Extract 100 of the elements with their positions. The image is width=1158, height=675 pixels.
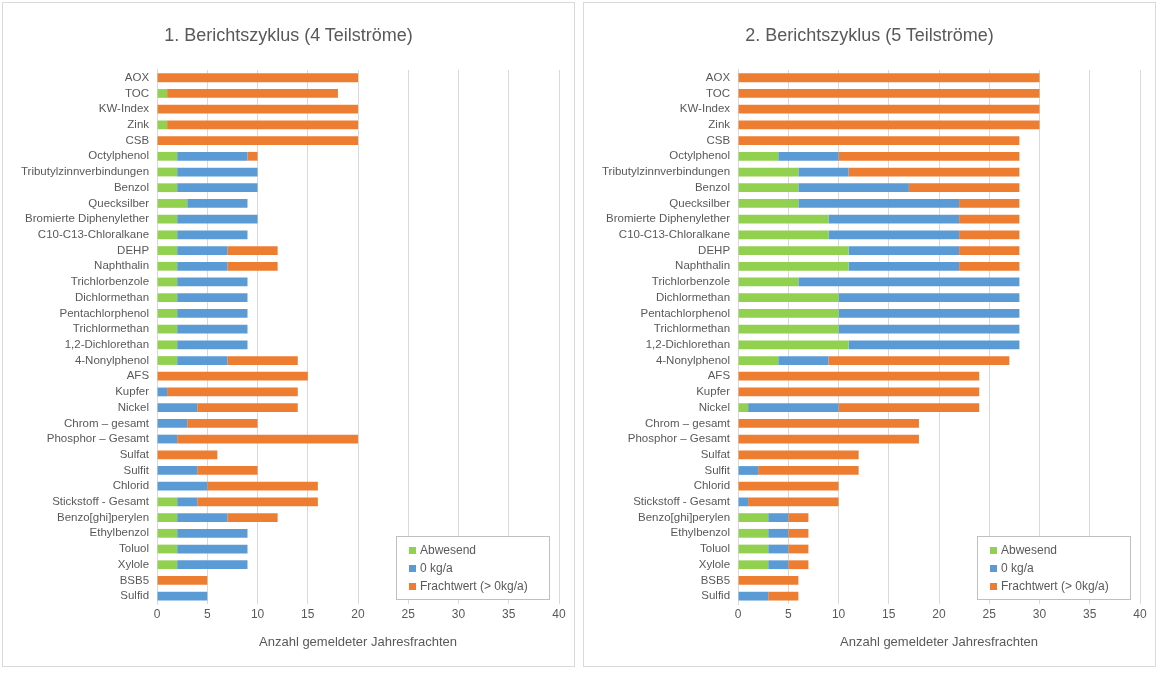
x-tick-label: 5 [203, 606, 211, 621]
x-tick-label: 30 [1032, 606, 1047, 621]
bar [157, 576, 208, 585]
y-tick-label: Sulfit [704, 463, 731, 476]
y-tick-label: BSB5 [119, 573, 150, 586]
bar [738, 560, 769, 570]
bar [197, 466, 258, 475]
bar [177, 151, 248, 161]
bar [177, 497, 198, 507]
y-tick-label: 1,2-Dichlorethan [645, 337, 731, 350]
bar [848, 246, 960, 255]
y-tick-label: Kupfer [696, 385, 731, 398]
bar [798, 277, 1020, 287]
y-tick-label: Zink [127, 118, 150, 131]
bar [177, 309, 248, 318]
y-tick-label: Kupfer [115, 385, 150, 398]
bar [738, 576, 799, 585]
bar [828, 230, 960, 240]
bar [798, 183, 909, 193]
y-tick-label: KW-Index [98, 102, 150, 115]
bar [838, 293, 1020, 303]
bar [738, 591, 769, 601]
y-tick-label: Trichlorbenzole [651, 275, 731, 288]
y-tick-label: Sulfit [123, 463, 150, 476]
bar [738, 277, 799, 287]
y-tick-label: Sulfid [120, 589, 150, 602]
x-axis-title: Anzahl gemeldeter Jahresfrachten [840, 633, 1039, 649]
y-tick-label: Toluol [119, 542, 150, 555]
x-tick-label: 40 [552, 606, 566, 621]
bar [788, 513, 809, 522]
bar [738, 214, 829, 224]
bar [738, 309, 839, 318]
y-tick-label: DEHP [698, 243, 731, 256]
y-tick-label: BSB5 [700, 573, 731, 586]
bar [197, 403, 298, 413]
x-tick-label: 35 [1083, 606, 1097, 621]
legend-label: 0 kg/a [420, 561, 453, 575]
bar [908, 183, 1020, 193]
bar [177, 560, 248, 570]
y-tick-label: TOC [705, 86, 731, 99]
x-tick-label: 5 [784, 606, 792, 621]
y-tick-label: Octylphenol [88, 149, 150, 162]
bar [738, 513, 769, 522]
legend-label: Frachtwert (> 0kg/a) [420, 579, 528, 593]
bar [738, 481, 839, 491]
y-tick-label: Trichlormethan [653, 322, 731, 335]
bar [177, 214, 258, 224]
y-tick-label: Xylole [698, 557, 731, 570]
bar [959, 199, 1020, 208]
y-tick-label: Benzol [113, 180, 150, 193]
y-tick-label: Chlorid [693, 479, 731, 492]
bar [738, 151, 779, 161]
y-tick-label: Dichlormethan [74, 290, 150, 303]
bar [848, 261, 960, 271]
y-tick-label: Nickel [117, 400, 150, 413]
y-tick-label: Chrom – gesamt [645, 416, 731, 429]
bar [738, 450, 859, 460]
bar [177, 528, 248, 538]
y-tick-label: Phosphor – Gesamt [46, 432, 150, 445]
y-tick-label: Bromierte Diphenylether [606, 212, 731, 225]
legend-label: Abwesend [1001, 543, 1058, 557]
y-tick-label: Zink [708, 118, 731, 131]
bar [788, 560, 809, 570]
bar [197, 497, 318, 507]
bar [778, 151, 839, 161]
bar [207, 481, 318, 491]
bar [157, 450, 218, 460]
x-tick-label: 15 [882, 606, 896, 621]
bar [177, 183, 258, 193]
bar [157, 481, 208, 491]
y-tick-label: Nickel [698, 400, 731, 413]
bar [177, 277, 248, 287]
bar [768, 560, 789, 570]
bar [738, 528, 769, 538]
bar [157, 89, 168, 98]
bar [959, 261, 1020, 271]
bar [748, 497, 839, 507]
bar [838, 324, 1020, 334]
bar [738, 324, 839, 334]
y-tick-label: TOC [124, 86, 150, 99]
bar [157, 340, 178, 350]
bar [758, 466, 859, 475]
bar [177, 167, 258, 177]
y-tick-label: AFS [707, 369, 731, 382]
x-tick-label: 40 [1133, 606, 1147, 621]
bar [177, 230, 248, 240]
bar [959, 246, 1020, 255]
chart-title: 1. Berichtszyklus (4 Teilströme) [163, 25, 414, 47]
y-tick-label: Benzol [694, 180, 731, 193]
y-tick-label: Pentachlorphenol [59, 306, 150, 319]
bar [157, 418, 188, 428]
bar [838, 151, 1020, 161]
bar [157, 230, 178, 240]
y-tick-label: C10-C13-Chloralkane [618, 228, 731, 241]
bar [157, 199, 188, 208]
bar [798, 167, 849, 177]
y-tick-label: 1,2-Dichlorethan [64, 337, 150, 350]
y-tick-label: Chlorid [112, 479, 150, 492]
bar [157, 104, 359, 114]
x-tick-label: 0 [734, 606, 742, 621]
